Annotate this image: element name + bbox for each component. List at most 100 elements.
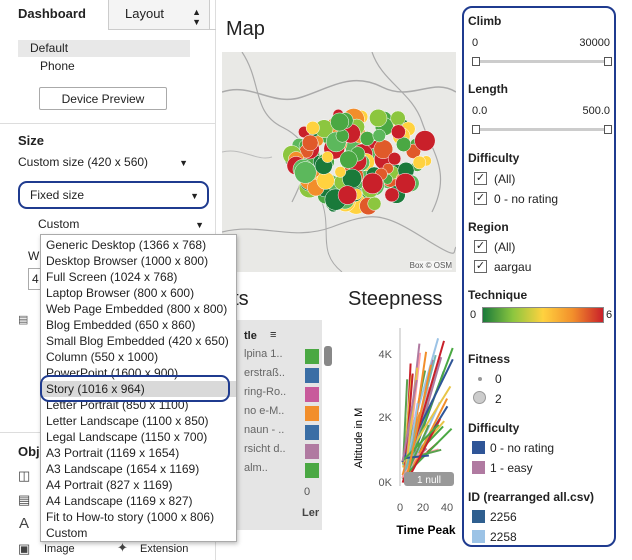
preset-option[interactable]: A3 Landscape (1654 x 1169): [46, 462, 200, 476]
difficulty-option[interactable]: 0 - no rating: [494, 192, 559, 206]
size-section-title: Size: [18, 133, 45, 148]
preset-option[interactable]: Desktop Browser (1000 x 800): [46, 254, 209, 268]
series-line[interactable]: [401, 379, 418, 462]
series-line[interactable]: [405, 425, 444, 466]
climb-slider[interactable]: [472, 57, 612, 66]
slider-handle[interactable]: [472, 125, 480, 134]
difficulty-option[interactable]: (All): [494, 172, 516, 186]
checkbox-checked[interactable]: ✓: [474, 260, 487, 273]
preset-option[interactable]: Column (550 x 1000): [46, 350, 159, 364]
stats-table[interactable]: tle ≡ lpina 1.. erstraß.. ring-Ro.. no e-M.…: [222, 320, 322, 530]
fitness-item: 2: [495, 392, 502, 406]
fitness-legend-title: Fitness: [468, 352, 511, 366]
steepness-chart[interactable]: Altitude in M 4K 2K 0K 1 null 0 20 40 Ti…: [348, 318, 460, 538]
map-bubble[interactable]: [330, 112, 349, 132]
map-bubble[interactable]: [321, 151, 334, 163]
map-bubble[interactable]: [305, 120, 320, 135]
image-object-label[interactable]: Image: [44, 543, 75, 555]
map-bubble[interactable]: [337, 185, 358, 205]
sort-icon[interactable]: ≡: [270, 329, 277, 341]
map-bubble[interactable]: [369, 108, 388, 128]
slider-handle[interactable]: [604, 57, 612, 66]
map-bubble[interactable]: [414, 130, 436, 152]
preset-select[interactable]: Custom ▼: [38, 217, 210, 231]
null-badge[interactable]: [404, 472, 454, 486]
slider-handle[interactable]: [472, 57, 480, 66]
table-row[interactable]: ring-Ro..: [222, 386, 322, 403]
map-bubble[interactable]: [395, 173, 416, 194]
series-line[interactable]: [406, 364, 432, 475]
device-preview-button[interactable]: Device Preview: [39, 87, 167, 110]
preset-option[interactable]: Laptop Browser (800 x 600): [46, 286, 195, 300]
series-line[interactable]: [403, 454, 430, 460]
length-slider[interactable]: [472, 125, 612, 134]
map-bubble[interactable]: [367, 196, 382, 211]
table-row[interactable]: no e-M..: [222, 405, 322, 422]
preset-option[interactable]: A3 Portrait (1169 x 1654): [46, 446, 180, 460]
device-default[interactable]: Default: [18, 40, 190, 57]
map-bubble[interactable]: [372, 128, 386, 143]
preset-option[interactable]: Letter Landscape (1100 x 850): [46, 414, 209, 428]
region-option[interactable]: aargau: [494, 260, 532, 274]
device-phone[interactable]: Phone: [40, 59, 75, 73]
preset-option[interactable]: Legal Landscape (1150 x 700): [46, 430, 208, 444]
size-mode-select[interactable]: Fixed size ▼: [18, 181, 209, 209]
legend-swatch: [472, 461, 485, 474]
map-bubble[interactable]: [396, 136, 412, 152]
tab-dashboard[interactable]: Dashboard: [0, 0, 108, 30]
map-bubble[interactable]: [412, 155, 427, 170]
map-bubble[interactable]: [339, 150, 358, 169]
region-option[interactable]: (All): [494, 240, 516, 254]
preset-option[interactable]: Generic Desktop (1366 x 768): [46, 238, 207, 252]
chart-icon[interactable]: ▤: [18, 314, 29, 326]
extension-icon[interactable]: ✦: [117, 540, 128, 555]
map-attribution: Box © OSM: [409, 261, 452, 270]
checkbox-checked[interactable]: ✓: [474, 172, 487, 185]
scrollbar-thumb[interactable]: [324, 346, 332, 366]
stats-column-header[interactable]: tle: [244, 330, 257, 342]
preset-option[interactable]: Blog Embedded (650 x 860): [46, 318, 196, 332]
preset-option[interactable]: Story (1016 x 964): [41, 381, 236, 397]
null-badge-label: 1 null: [417, 475, 441, 486]
series-line[interactable]: [404, 427, 453, 477]
map-bubble[interactable]: [334, 166, 347, 178]
text-icon[interactable]: A: [19, 515, 30, 532]
map-bubble[interactable]: [335, 129, 350, 143]
checkbox-checked[interactable]: ✓: [474, 240, 487, 253]
tab-layout[interactable]: Layout ▲ ▼: [108, 0, 210, 30]
id-legend-title: ID (rearranged all.csv): [468, 490, 595, 504]
slider-handle[interactable]: [604, 125, 612, 134]
extension-object-label[interactable]: Extension: [140, 543, 189, 555]
preset-option[interactable]: A4 Portrait (827 x 1169): [46, 478, 173, 492]
map-bubble[interactable]: [387, 152, 402, 166]
map-bubble[interactable]: [359, 131, 375, 146]
map-bubble[interactable]: [294, 161, 317, 184]
image-icon[interactable]: ▣: [18, 541, 31, 556]
map-bubble[interactable]: [384, 187, 400, 203]
map-canvas: [222, 52, 456, 272]
map-bubble[interactable]: [391, 124, 406, 140]
map-bubble[interactable]: [301, 134, 319, 152]
preset-option[interactable]: Small Blog Embedded (420 x 650): [46, 334, 229, 348]
map-bubble[interactable]: [390, 110, 406, 126]
filters-panel: Climb 0 30000 Length 0.0 500.0 Difficult…: [462, 6, 616, 547]
checkbox-checked[interactable]: ✓: [474, 192, 487, 205]
map-bubble[interactable]: [361, 172, 384, 195]
table-row[interactable]: naun - ..: [222, 424, 322, 441]
size-select[interactable]: Custom size (420 x 560) ▼: [18, 155, 194, 169]
table-row[interactable]: rsicht d..: [222, 443, 322, 460]
table-row[interactable]: alm..: [222, 462, 322, 479]
preset-option[interactable]: Web Page Embedded (800 x 800): [46, 302, 228, 316]
preset-option[interactable]: Custom: [46, 526, 88, 540]
horizontal-container-icon[interactable]: ◫: [18, 468, 31, 483]
preset-option[interactable]: Full Screen (1024 x 768): [46, 270, 178, 284]
table-cell: erstraß..: [244, 367, 285, 379]
series-line[interactable]: [401, 423, 440, 462]
preset-option[interactable]: A4 Landscape (1169 x 827): [46, 494, 193, 508]
objects-section-title: Obje: [18, 444, 47, 459]
vertical-container-icon[interactable]: ▤: [18, 492, 31, 507]
table-row[interactable]: lpina 1..: [222, 348, 322, 365]
table-row[interactable]: erstraß..: [222, 367, 322, 384]
preset-option[interactable]: Fit to How-to story (1000 x 806): [46, 510, 215, 524]
map-view[interactable]: Box © OSM: [222, 52, 456, 272]
